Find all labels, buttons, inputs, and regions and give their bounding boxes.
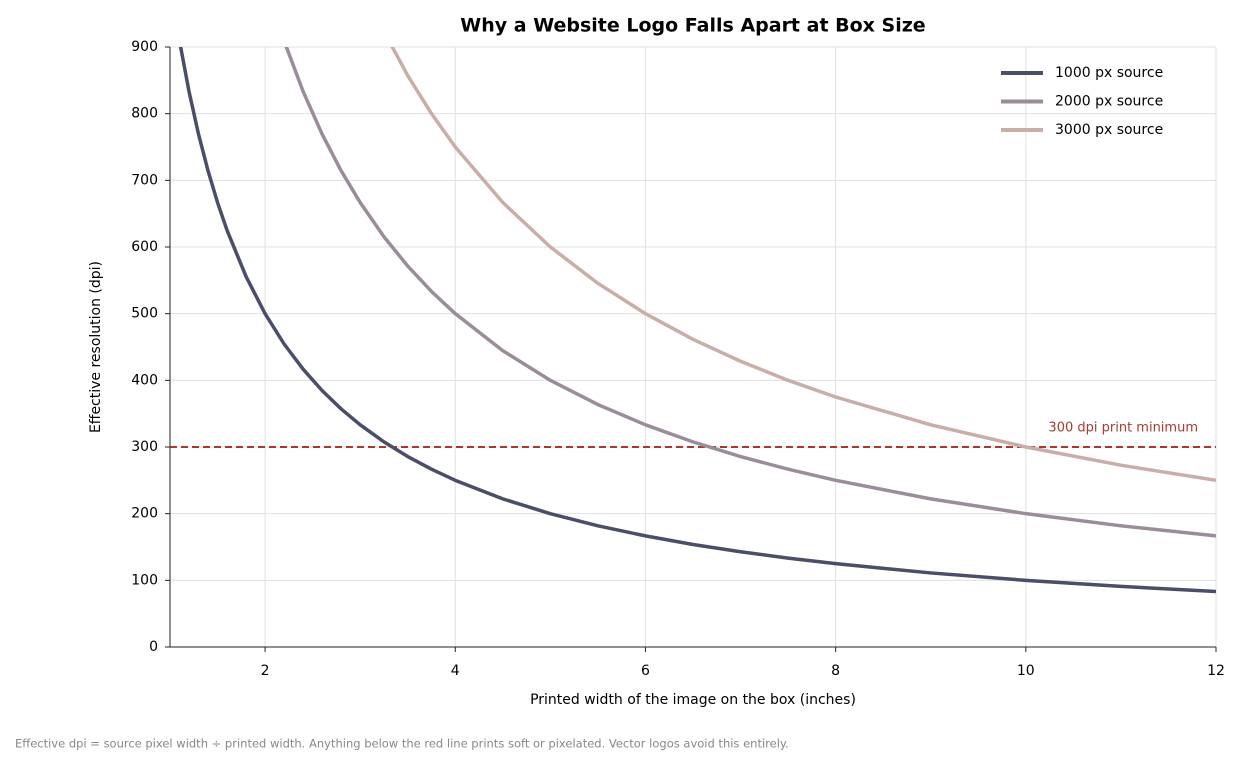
y-tick-label: 300: [131, 439, 158, 455]
threshold-label: 300 dpi print minimum: [1048, 421, 1198, 436]
y-tick-label: 900: [131, 39, 158, 55]
y-tick-label: 200: [131, 506, 158, 522]
line-series: [390, 47, 1216, 483]
legend-label: 1000 px source: [1055, 65, 1163, 81]
y-tick-label: 800: [131, 106, 158, 122]
legend-label: 3000 px source: [1055, 122, 1163, 138]
y-tick-label: 500: [131, 306, 158, 322]
chart-title: Why a Website Logo Falls Apart at Box Si…: [460, 15, 925, 37]
y-tick-label: 100: [131, 572, 158, 588]
y-axis-label: Effective resolution (dpi): [88, 261, 104, 433]
legend-label: 2000 px source: [1055, 94, 1163, 110]
y-tick-label: 400: [131, 372, 158, 388]
line-series: [284, 47, 1216, 538]
y-tick-label: 0: [149, 639, 158, 655]
x-tick-label: 10: [1017, 663, 1035, 679]
x-tick-label: 4: [451, 663, 460, 679]
x-tick-label: 8: [831, 663, 840, 679]
footnote: Effective dpi = source pixel width ÷ pri…: [15, 737, 789, 751]
y-tick-label: 700: [131, 172, 158, 188]
x-axis-label: Printed width of the image on the box (i…: [530, 692, 856, 708]
y-tick-label: 600: [131, 239, 158, 255]
x-tick-label: 2: [261, 663, 270, 679]
x-tick-label: 12: [1207, 663, 1225, 679]
line-series: [178, 47, 1216, 594]
x-tick-label: 6: [641, 663, 650, 679]
